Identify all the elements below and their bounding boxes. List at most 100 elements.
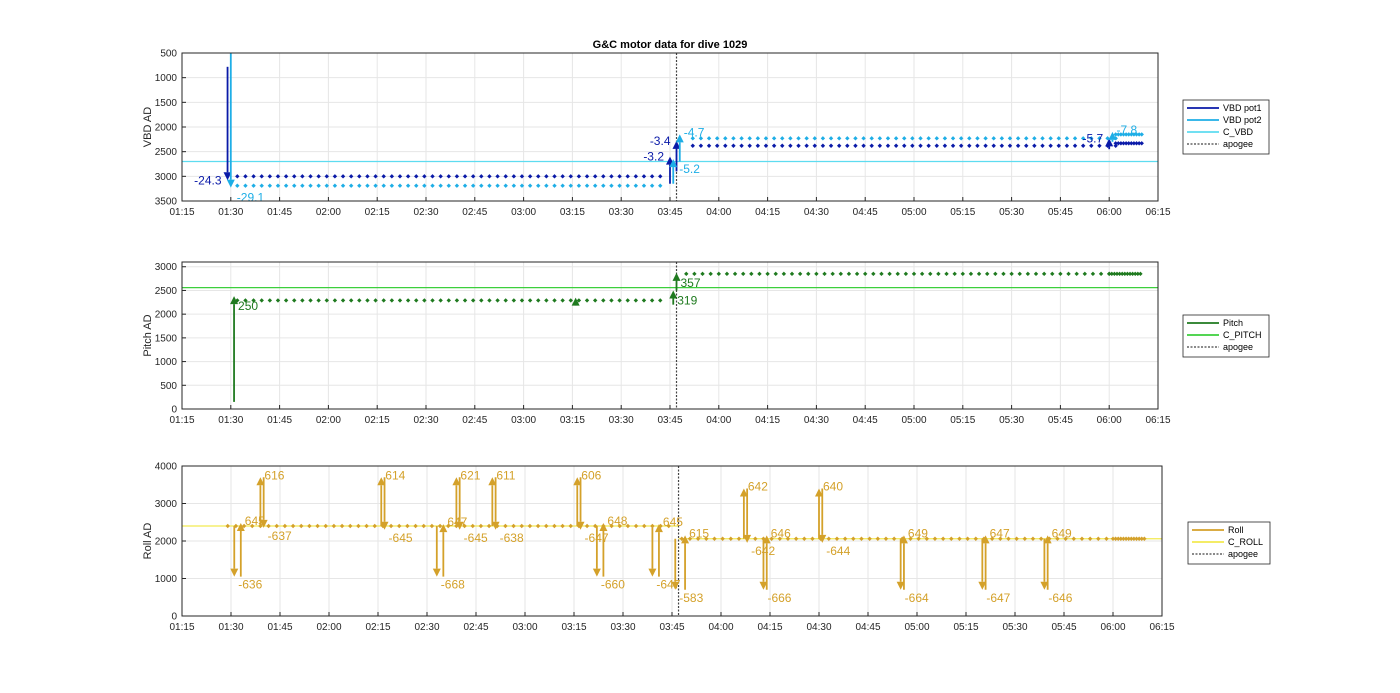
roll-point: [1123, 536, 1129, 541]
vbd-point: [267, 183, 273, 188]
vbd-point: [552, 183, 557, 188]
roll-point: [519, 523, 524, 529]
vbd-point: [487, 174, 492, 179]
roll-point: [486, 523, 492, 529]
pitch-panel: 01:15 01:30 01:45 02:00 02:15 02:30 02:45 03:00…: [142, 261, 1270, 426]
vbd-point: [975, 136, 980, 141]
vbd-point: [1118, 132, 1124, 137]
pitch-ytick-label: 2000: [155, 310, 178, 321]
roll-xtick-label: 06:15: [1149, 622, 1174, 633]
vbd-point: [723, 136, 728, 141]
roll-arrow-label: 640: [823, 480, 843, 494]
roll-point: [949, 536, 954, 541]
vbd-point: [820, 136, 826, 141]
vbd-point: [584, 183, 590, 188]
vbd-point: [714, 136, 720, 141]
pitch-xtick-label: 03:15: [560, 415, 585, 426]
pitch-xtick-label: 03:45: [657, 415, 682, 426]
vbd-point: [967, 143, 972, 148]
figure-title: G&C motor data for dive 1029: [593, 39, 748, 51]
vbd-point: [1080, 136, 1086, 141]
roll-arrow-head: [592, 568, 601, 577]
vbd-point: [592, 183, 598, 188]
roll-point: [250, 523, 255, 529]
pitch-point: [757, 271, 762, 277]
pitch-point: [300, 298, 305, 303]
vbd-axes-frame: [181, 52, 1159, 202]
roll-point: [1126, 536, 1131, 541]
pitch-point: [1058, 271, 1063, 277]
vbd-legend-label: VBD pot1: [1223, 103, 1262, 113]
vbd-point: [1129, 141, 1134, 146]
roll-point: [339, 523, 345, 529]
pitch-xtick-label: 03:00: [511, 415, 536, 426]
roll-point: [266, 523, 271, 529]
pitch-point: [283, 298, 289, 303]
roll-point: [769, 536, 774, 541]
roll-point: [867, 536, 872, 541]
pitch-point: [609, 298, 614, 303]
roll-point: [348, 523, 353, 529]
vbd-point: [780, 143, 785, 148]
vbd-point: [397, 183, 403, 188]
vbd-point: [511, 174, 517, 179]
roll-point: [527, 523, 533, 529]
vbd-legend-label: apogee: [1223, 139, 1253, 149]
roll-arrow-head: [1043, 535, 1052, 544]
vbd-arrow-label: -5.2: [679, 162, 700, 176]
vbd-point: [438, 174, 443, 179]
vbd-point: [828, 136, 834, 141]
roll-point: [642, 523, 647, 529]
roll-point: [323, 523, 328, 529]
roll-point: [940, 536, 946, 541]
roll-point: [1079, 536, 1085, 541]
pitch-point: [503, 298, 508, 303]
vbd-point: [1126, 132, 1131, 137]
vbd-point: [1064, 136, 1070, 141]
roll-arrow-label: 611: [496, 468, 515, 482]
roll-arrow-label: 615: [689, 526, 709, 540]
roll-arrow-label: -664: [905, 591, 929, 605]
roll-arrow-head: [432, 568, 441, 577]
pitch-arrow-head: [571, 297, 580, 306]
roll-arrow-label: 649: [1052, 526, 1072, 540]
vbd-point: [308, 174, 313, 179]
vbd-arrow-label: -3.2: [643, 150, 664, 164]
pitch-point: [822, 271, 827, 277]
vbd-legend-label: C_VBD: [1223, 127, 1254, 137]
pitch-ytick-label: 1000: [155, 357, 178, 368]
pitch-point: [700, 271, 705, 277]
pitch-point: [911, 271, 917, 277]
vbd-legend-label: VBD pot2: [1223, 115, 1262, 125]
vbd-point: [1048, 136, 1053, 141]
roll-arrow-label: -638: [500, 531, 524, 545]
vbd-point: [1097, 136, 1102, 141]
vbd-point: [414, 183, 419, 188]
pitch-xtick-label: 01:30: [218, 415, 243, 426]
roll-point: [388, 523, 394, 529]
vbd-point: [1139, 141, 1144, 146]
vbd-point: [812, 143, 817, 148]
vbd-xtick-label: 03:45: [657, 207, 682, 218]
vbd-point: [625, 174, 630, 179]
pitch-point: [365, 298, 370, 303]
vbd-xtick-label: 04:30: [804, 207, 829, 218]
pitch-xtick-label: 02:00: [316, 415, 341, 426]
roll-arrow-head: [681, 535, 690, 544]
roll-xtick-label: 04:00: [708, 622, 733, 633]
vbd-point: [576, 183, 582, 188]
vbd-point: [869, 136, 874, 141]
vbd-point: [999, 136, 1005, 141]
roll-arrow-head: [654, 524, 663, 533]
roll-arrow-head: [762, 535, 771, 544]
roll-point: [552, 523, 557, 529]
pitch-point: [903, 271, 909, 277]
pitch-point: [708, 271, 713, 277]
vbd-point: [519, 183, 525, 188]
roll-point: [1104, 536, 1109, 541]
vbd-point: [462, 174, 468, 179]
vbd-ytick-label: 3500: [155, 197, 178, 208]
pitch-point: [692, 271, 697, 277]
pitch-point: [1074, 271, 1079, 277]
